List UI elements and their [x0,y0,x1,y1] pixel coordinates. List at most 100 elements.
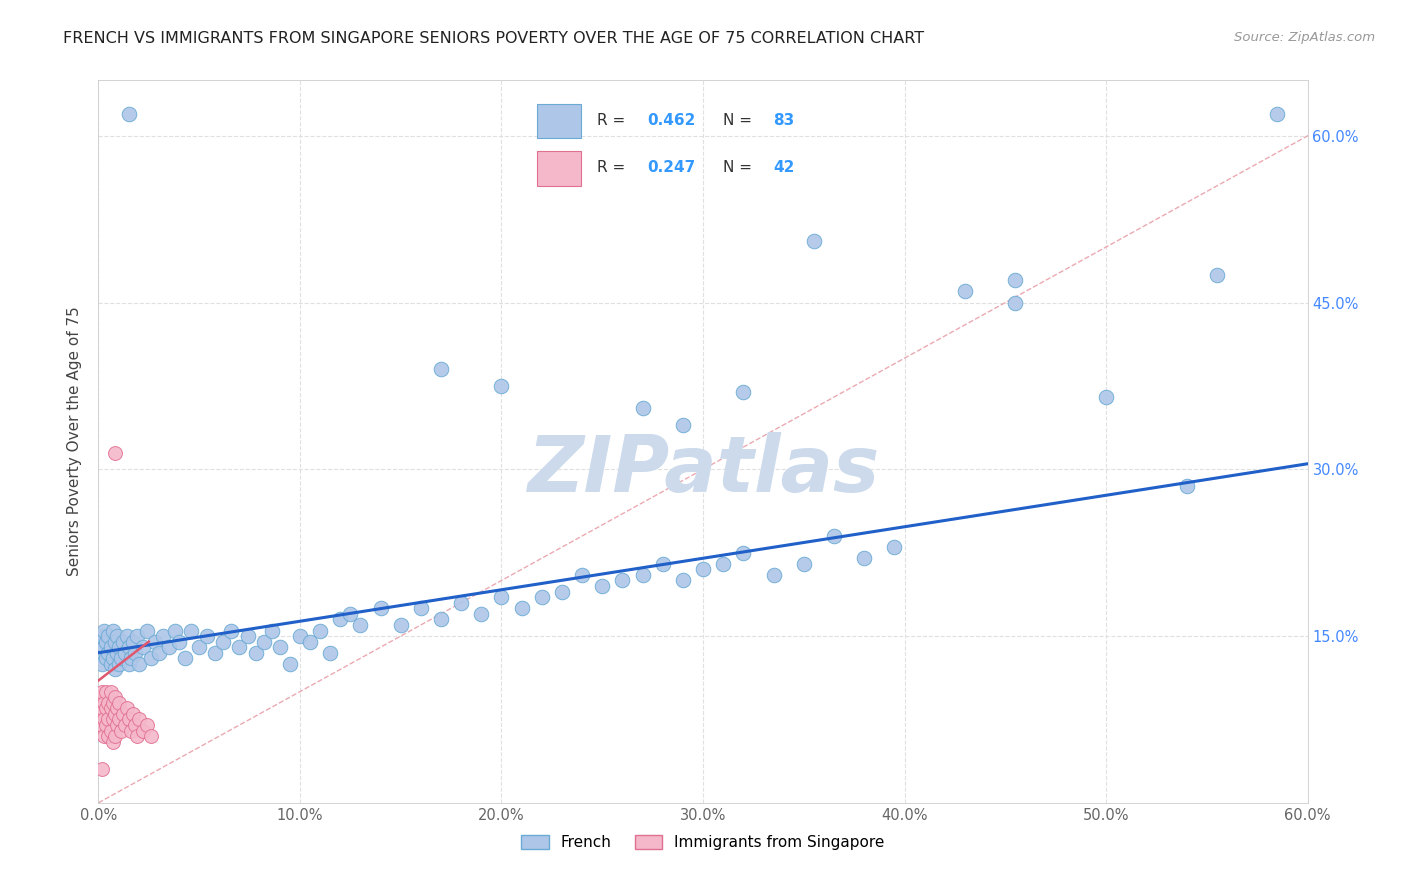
Point [733,546,755,560]
Point [91,718,114,732]
Point [103,690,125,705]
Point [107,713,129,727]
Point [269,640,291,655]
Point [97,629,120,643]
Point [115,701,138,715]
Point [103,634,125,648]
Point [89,646,111,660]
Point [1095,390,1118,404]
Point [803,235,825,249]
Point [101,651,124,665]
Point [319,646,342,660]
Point [110,723,132,738]
Point [450,596,472,610]
Point [105,718,128,732]
Point [100,657,122,671]
Point [114,718,136,732]
Point [93,729,115,743]
Point [118,106,141,120]
Point [389,618,412,632]
Point [470,607,492,621]
Point [762,568,785,582]
Point [89,706,111,721]
Point [309,624,332,638]
Point [591,579,613,593]
Point [132,640,155,655]
Point [93,624,115,638]
Point [101,624,124,638]
Point [672,417,695,432]
Point [491,590,513,604]
Point [93,640,115,655]
Point [253,634,276,648]
Point [551,584,574,599]
Point [883,540,905,554]
Point [491,379,513,393]
Point [107,657,129,671]
Point [93,696,115,710]
Point [612,574,634,588]
Point [1004,295,1026,310]
Point [97,646,120,660]
Point [128,657,150,671]
Point [278,657,301,671]
Point [91,763,114,777]
Point [260,624,283,638]
Point [125,729,148,743]
Point [711,557,734,571]
Point [96,684,118,698]
Point [163,624,186,638]
Point [195,629,218,643]
Point [100,701,122,715]
Point [221,624,243,638]
Point [1206,268,1229,282]
Point [118,640,141,655]
Point [370,601,392,615]
Point [510,601,533,615]
Point [349,618,371,632]
Point [339,607,361,621]
Point [96,718,118,732]
Point [105,646,128,660]
Point [107,696,129,710]
Point [125,629,148,643]
Point [132,723,155,738]
Point [93,713,115,727]
Point [118,657,141,671]
Point [409,601,432,615]
Point [103,445,125,459]
Point [97,696,120,710]
Point [143,634,166,648]
Point [101,713,124,727]
Point [100,684,122,698]
Point [91,684,114,698]
Point [167,634,190,648]
Point [180,624,202,638]
Point [299,634,322,648]
Point [1267,106,1289,120]
Point [953,285,976,299]
Point [157,640,180,655]
Point [111,634,134,648]
Point [733,384,755,399]
Point [651,557,673,571]
Text: Source: ZipAtlas.com: Source: ZipAtlas.com [1234,31,1375,45]
Point [101,734,124,748]
Point [212,634,235,648]
Point [121,706,143,721]
Point [96,634,118,648]
Point [96,701,118,715]
Point [853,551,876,566]
Point [631,401,654,416]
Point [115,629,138,643]
Point [204,646,226,660]
Point [245,646,267,660]
Text: FRENCH VS IMMIGRANTS FROM SINGAPORE SENIORS POVERTY OVER THE AGE OF 75 CORRELATI: FRENCH VS IMMIGRANTS FROM SINGAPORE SENI… [63,31,924,46]
Text: ZIPatlas: ZIPatlas [527,433,879,508]
Point [124,718,146,732]
Point [228,640,250,655]
Point [111,706,134,721]
Point [631,568,654,582]
Point [672,574,695,588]
Point [135,624,157,638]
